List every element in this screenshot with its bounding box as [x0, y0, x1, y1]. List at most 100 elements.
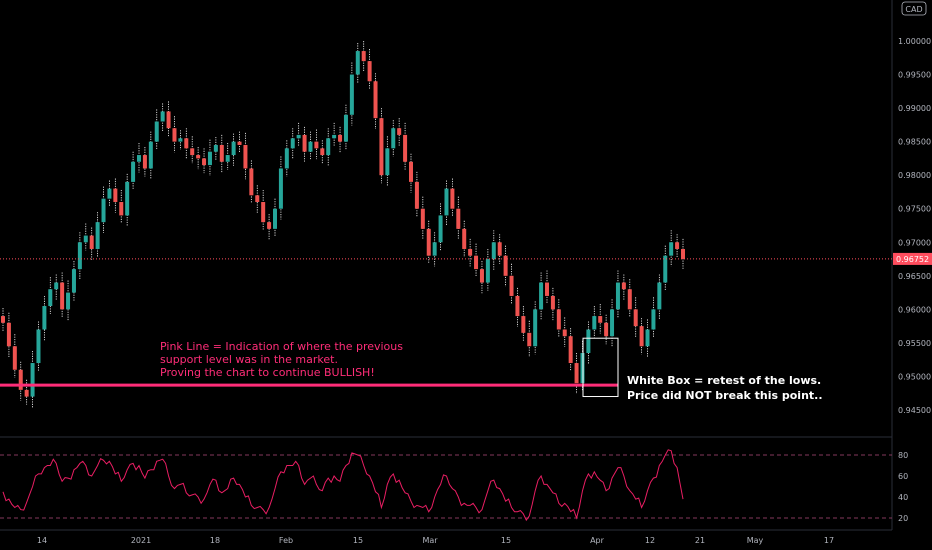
time-tick-label: Feb — [279, 536, 293, 545]
price-tick-label: 0.95500 — [898, 339, 931, 348]
candle-body — [77, 242, 82, 270]
candle-body — [361, 51, 366, 62]
candle-body — [675, 242, 680, 249]
candle-body — [403, 134, 408, 162]
time-tick-label: Mar — [422, 536, 438, 545]
candle-body — [568, 336, 573, 364]
candle-body — [491, 242, 496, 260]
candle-body — [474, 255, 479, 270]
price-tick-label: 0.96500 — [898, 272, 931, 281]
price-tick-label: 0.98500 — [898, 138, 931, 147]
candle-body — [125, 181, 130, 216]
candle-body — [71, 269, 76, 293]
candle-body — [621, 282, 626, 290]
candle-body — [273, 208, 277, 229]
candle-body — [426, 228, 431, 256]
candle-body — [48, 289, 53, 307]
candle-body — [95, 222, 100, 249]
candle-body — [521, 316, 526, 333]
time-axis[interactable]: 14 2021 18 Feb 15 Mar 15 Apr 12 21 May 17 — [37, 536, 834, 545]
rsi-tick-label: 40 — [898, 493, 908, 502]
rsi-tick-label: 80 — [898, 451, 908, 460]
candle-body — [148, 141, 153, 169]
time-tick-label: 17 — [824, 536, 834, 545]
candle-body — [604, 322, 609, 337]
time-tick-label: 15 — [501, 536, 511, 545]
candle-body — [349, 74, 354, 115]
candle-body — [574, 363, 579, 384]
candle-body — [24, 389, 29, 397]
candle-body — [261, 202, 266, 223]
pink-annotation: Pink Line = Indication of where the prev… — [160, 340, 403, 379]
time-tick-label: 12 — [645, 536, 655, 545]
candle-body — [190, 148, 195, 156]
candle-body — [83, 235, 88, 243]
candle-body — [196, 155, 201, 159]
pink-note-line-2: support level was in the market. — [160, 353, 338, 366]
candle-body — [267, 222, 272, 229]
last-price-label: 0.96752 — [896, 255, 929, 264]
candle-body — [131, 161, 136, 182]
price-axis[interactable]: 0.94500 0.95000 0.95500 0.96000 0.96500 0.970… — [898, 37, 931, 415]
candle-body — [468, 248, 473, 256]
candle-body — [556, 309, 561, 330]
candle-body — [42, 306, 47, 330]
candle-body — [615, 282, 620, 310]
candle-body — [651, 309, 656, 330]
candle-body — [479, 269, 484, 283]
candle-body — [539, 282, 544, 310]
candle-body — [231, 141, 236, 156]
candle-body — [527, 332, 532, 347]
candle-body — [166, 111, 171, 129]
price-tick-label: 0.99500 — [898, 71, 931, 80]
candle-body — [278, 168, 283, 209]
candle-body — [681, 248, 685, 260]
candle-body — [184, 138, 189, 149]
candle-body — [456, 208, 461, 229]
candle-body — [343, 114, 348, 142]
candle-body — [503, 255, 508, 276]
candle-body — [391, 128, 396, 149]
candle-body — [137, 155, 141, 162]
currency-badge[interactable]: CAD — [901, 1, 927, 16]
candle-body — [414, 181, 419, 209]
rsi-tick-label: 60 — [898, 472, 908, 481]
candle-body — [669, 242, 674, 256]
candle-body — [645, 329, 650, 347]
candle-body — [633, 309, 638, 327]
candle-body — [627, 289, 632, 310]
candle-body — [113, 188, 118, 203]
rsi-tick-label: 20 — [898, 514, 908, 523]
rsi-pane: 20 40 60 80 — [0, 449, 908, 523]
time-tick-label: May — [747, 536, 764, 545]
candle-body — [562, 329, 567, 337]
candle-body — [657, 282, 662, 310]
candle-body — [485, 259, 490, 283]
candle-body — [142, 155, 147, 169]
candle-body — [12, 346, 17, 370]
candle-body — [36, 329, 41, 364]
candle-body — [338, 134, 343, 142]
time-tick-label: Apr — [590, 536, 605, 545]
candle-body — [30, 363, 35, 397]
candle-body — [432, 242, 437, 256]
price-tick-label: 0.98000 — [898, 171, 931, 180]
candle-body — [213, 144, 218, 152]
candle-body — [533, 309, 538, 347]
overlays-layer — [0, 258, 892, 398]
candle-body — [379, 118, 384, 176]
candle-body — [302, 134, 307, 152]
white-note-line-2: Price did NOT break this point.. — [627, 389, 823, 402]
last-price-tag: 0.96752 — [893, 252, 932, 265]
candle-body — [107, 188, 112, 199]
candle-body — [586, 329, 591, 353]
candle-body — [639, 326, 644, 347]
candle-body — [598, 316, 603, 323]
candle-body — [515, 295, 520, 317]
candle-body — [450, 188, 455, 209]
candle-body — [373, 81, 378, 119]
candle-body — [314, 141, 319, 149]
candle-body — [160, 111, 165, 122]
candle-body — [545, 282, 549, 296]
